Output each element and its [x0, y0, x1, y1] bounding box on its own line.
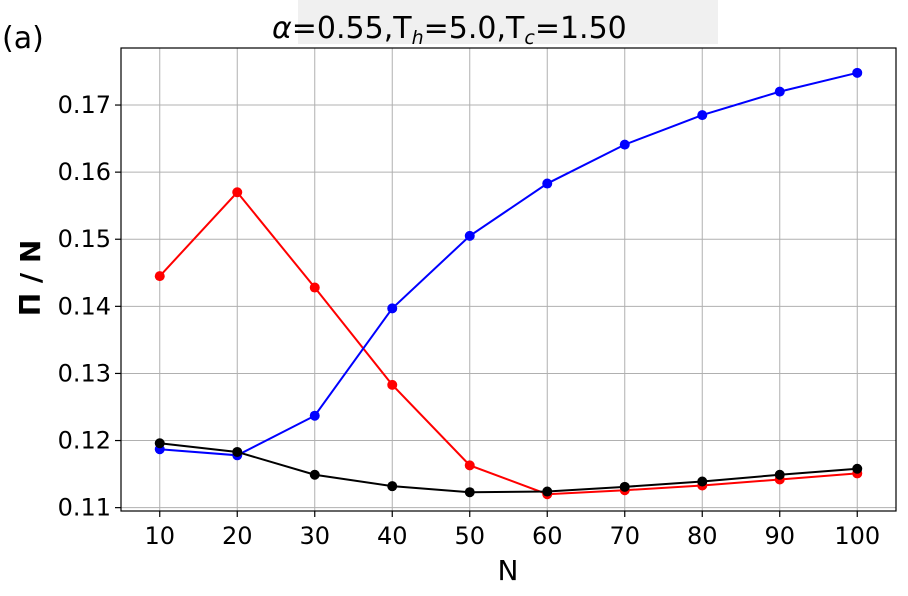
x-tick-label: 80	[687, 522, 718, 550]
data-point	[619, 481, 630, 492]
y-axis-label: Π / N	[14, 240, 47, 317]
data-point	[619, 139, 630, 150]
title-alpha: α	[272, 11, 292, 46]
series-line	[159, 71, 858, 457]
series-1	[154, 187, 863, 500]
y-tick-label: 0.15	[58, 225, 111, 253]
y-tick-label: 0.11	[58, 494, 111, 522]
data-point	[852, 463, 863, 474]
data-point	[154, 438, 165, 449]
y-tick-label: 0.16	[58, 158, 111, 186]
y-tick-label: 0.14	[58, 292, 111, 320]
series-layer	[154, 67, 863, 500]
data-point	[464, 230, 475, 241]
data-point	[774, 86, 785, 97]
grid	[121, 48, 896, 511]
data-point	[387, 481, 398, 492]
x-tick-label: 100	[834, 522, 880, 550]
data-point	[309, 410, 320, 421]
x-axis-label: N	[498, 554, 519, 587]
series-line	[159, 190, 858, 496]
data-point	[464, 460, 475, 471]
data-point	[464, 487, 475, 498]
title-highlight	[298, 0, 718, 44]
title-tc-base: T	[505, 11, 525, 46]
data-point	[154, 271, 165, 282]
data-point	[542, 178, 553, 189]
title-th-base: T	[392, 11, 412, 46]
x-tick-label: 50	[454, 522, 485, 550]
ticks	[115, 104, 858, 517]
data-point	[852, 67, 863, 78]
data-point	[774, 469, 785, 480]
y-tick-label: 0.13	[58, 359, 111, 387]
data-point	[697, 476, 708, 487]
x-tick-label: 60	[532, 522, 563, 550]
data-point	[542, 486, 553, 497]
data-point	[387, 303, 398, 314]
data-point	[309, 469, 320, 480]
title-text: α=0.55,Th=5.0,Tc=1.50	[272, 11, 627, 49]
y-tick-label: 0.12	[58, 427, 111, 455]
title-th-sub: h	[412, 27, 424, 49]
x-tick-label: 90	[764, 522, 795, 550]
series-line	[159, 442, 858, 494]
x-tick-label: 20	[222, 522, 253, 550]
x-tick-label: 30	[299, 522, 330, 550]
x-tick-label: 40	[377, 522, 408, 550]
x-tick-label: 10	[144, 522, 175, 550]
title-tc-value: =1.50	[535, 11, 627, 46]
data-point	[387, 379, 398, 390]
plot-frame	[120, 47, 897, 512]
chart-title: α=0.55,Th=5.0,Tc=1.50	[272, 0, 718, 49]
title-alpha-value: =0.55,	[292, 11, 393, 46]
data-point	[232, 187, 243, 198]
series-3	[154, 438, 863, 498]
y-tick-label: 0.17	[58, 91, 111, 119]
x-tick-label: 70	[609, 522, 640, 550]
title-th-value: =5.0,	[424, 11, 506, 46]
data-point	[309, 282, 320, 293]
data-point	[697, 110, 708, 121]
panel-label: (a)	[2, 21, 44, 56]
series-2	[154, 67, 863, 461]
title-tc-sub: c	[524, 27, 535, 49]
tick-labels: 10 20 30 40 50 60 70 80 90 100 0.11 0.12 0.13 0.14 0.1…	[58, 91, 881, 550]
data-point	[232, 446, 243, 457]
